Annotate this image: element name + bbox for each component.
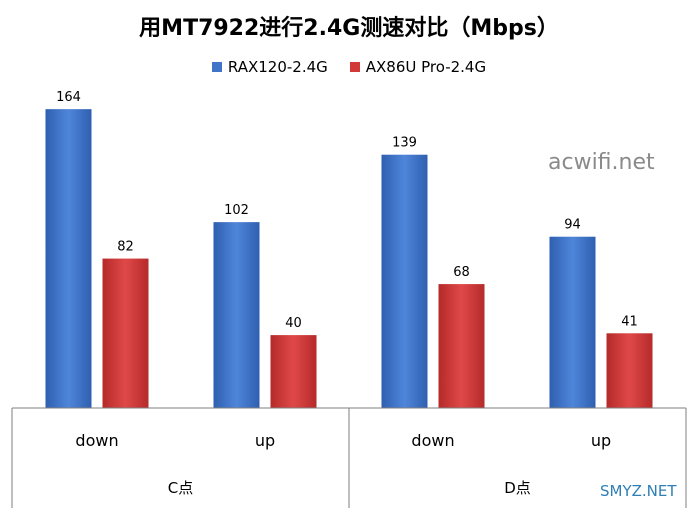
group-label-2: D点 [504,479,531,497]
value-label-series-1-cat-2: 102 [224,203,249,218]
bar-series-2-cat-1 [102,258,149,408]
legend-swatch-series-1 [211,62,222,72]
bar-series-2-cat-3 [438,284,485,408]
bar-series-1-cat-1 [45,109,92,409]
bar-series-2-cat-4 [606,333,653,408]
legend-label-series-2: AX86U Pro-2.4G [365,58,487,76]
value-label-series-2-cat-3: 68 [453,265,470,280]
x-tick-label-4: up [591,431,611,450]
bar-series-2-cat-2 [270,335,317,408]
value-label-series-1-cat-1: 164 [56,90,81,105]
legend-item-series-2: AX86U Pro-2.4G [349,58,487,76]
group-label-1: C点 [168,479,193,497]
value-label-series-2-cat-4: 41 [621,314,638,329]
x-tick-label-3: down [411,431,454,450]
chart-title: 用MT7922进行2.4G测速对比（Mbps） [139,16,559,41]
watermark-acwifi: acwifi.net [548,150,655,175]
value-label-series-1-cat-3: 139 [392,136,417,151]
bar-series-1-cat-2 [213,222,260,408]
bar-series-1-cat-3 [381,154,428,408]
bar-series-1-cat-4 [549,236,596,408]
x-tick-label-2: up [255,431,275,450]
x-tick-label-1: down [75,431,118,450]
legend: RAX120-2.4G AX86U Pro-2.4G [0,58,698,76]
value-label-series-2-cat-1: 82 [117,240,134,255]
value-label-series-1-cat-4: 94 [564,218,581,233]
legend-swatch-series-2 [349,62,360,72]
legend-item-series-1: RAX120-2.4G [211,58,328,76]
watermark-smyz: SMYZ.NET [600,482,677,500]
value-label-series-2-cat-2: 40 [285,316,302,331]
legend-label-series-1: RAX120-2.4G [227,58,328,76]
